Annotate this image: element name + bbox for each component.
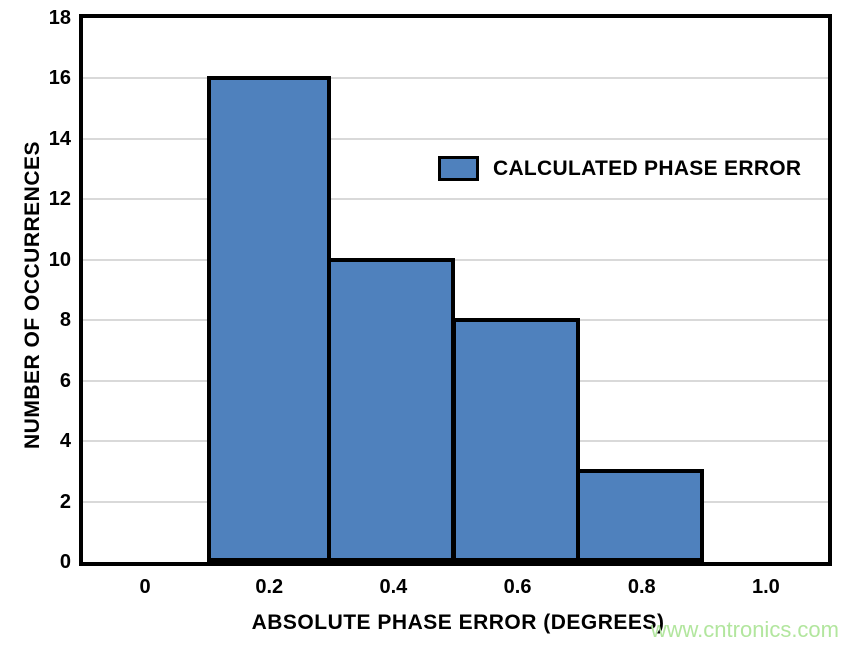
gridline-y14 [83,137,828,140]
y-tick-label-18: 18 [48,7,71,29]
x-tick-label-0.2: 0.2 [255,576,284,598]
histogram-bar-0.8 [575,469,704,562]
y-tick-label-8: 8 [59,309,71,332]
legend: CALCULATED PHASE ERROR [438,156,801,181]
gridline-y10 [83,258,828,261]
x-tick-label-0: 0 [139,576,151,598]
y-tick-label-12: 12 [48,188,71,211]
x-tick-label-0.8: 0.8 [627,576,656,598]
y-tick-label-6: 6 [59,369,71,392]
gridline-y16 [83,77,828,80]
y-tick-label-0: 0 [59,551,71,573]
x-axis-title: ABSOLUTE PHASE ERROR (DEGREES) [251,611,665,634]
y-tick-label-16: 16 [48,67,71,90]
bars-layer [83,18,828,562]
plot-area: CALCULATED PHASE ERROR [79,14,832,566]
y-tick-label-14: 14 [48,127,71,150]
x-tick-label-1.0: 1.0 [752,576,780,598]
watermark: www.cntronics.com [650,617,839,642]
y-tick-label-2: 2 [59,490,71,513]
histogram-bar-0.6 [451,318,580,562]
y-tick-label-4: 4 [59,430,71,453]
legend-label: CALCULATED PHASE ERROR [493,156,802,180]
histogram-bar-0.4 [327,257,456,562]
x-tick-label-0.6: 0.6 [503,576,532,598]
gridline-y12 [83,198,828,201]
legend-swatch [438,156,479,181]
y-tick-label-10: 10 [48,248,71,271]
x-tick-label-0.4: 0.4 [379,576,408,598]
histogram-bar-0.2 [207,76,332,562]
